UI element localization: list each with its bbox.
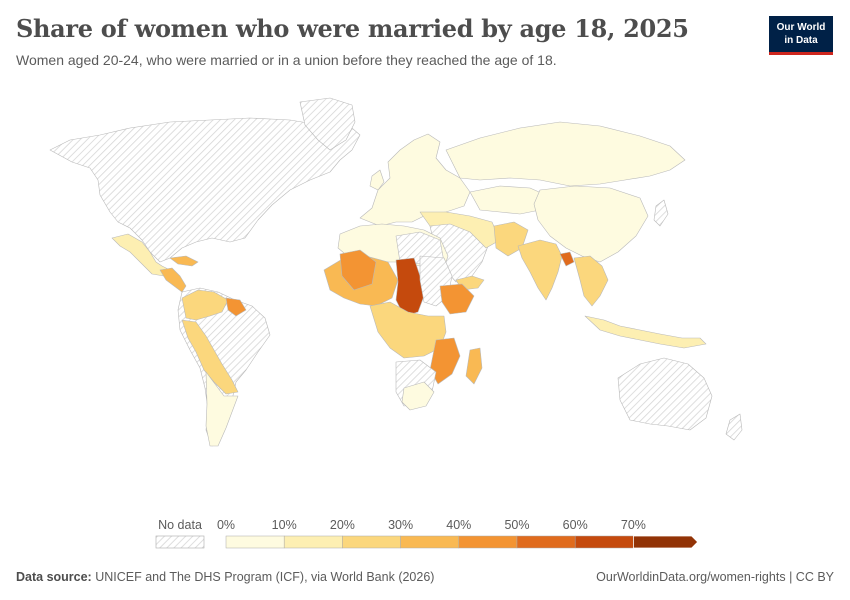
region-madagascar[interactable] (465, 347, 483, 385)
legend-tick-label: 10% (272, 518, 297, 532)
footer-links: OurWorldinData.org/women-rights | CC BY (596, 570, 834, 584)
region-australia[interactable] (617, 357, 713, 431)
region-south-africa[interactable] (401, 381, 435, 411)
region-china[interactable] (533, 185, 649, 263)
footer-url-link[interactable]: OurWorldinData.org/women-rights (596, 570, 786, 584)
legend-bin-0-10 (225, 535, 285, 549)
region-ethiopia[interactable] (439, 283, 475, 315)
region-peru-bolivia[interactable] (181, 319, 239, 395)
legend-tick-label: 60% (563, 518, 588, 532)
region-mali-niger[interactable] (339, 249, 377, 291)
region-bangladesh[interactable] (559, 251, 575, 267)
region-southeast-asia[interactable] (573, 255, 609, 307)
region-russia[interactable] (445, 121, 686, 187)
legend-tick-label: 70% (621, 518, 646, 532)
owid-logo[interactable]: Our World in Data (769, 16, 833, 55)
legend-bin-40-50 (458, 535, 518, 549)
chart-subtitle: Women aged 20-24, who were married or in… (16, 52, 557, 68)
logo-line-2: in Data (784, 35, 818, 46)
region-guianas[interactable] (225, 297, 247, 317)
region-iran-turkey[interactable] (419, 211, 501, 249)
footer-source-label: Data source: (16, 570, 92, 584)
region-central-america[interactable] (159, 267, 187, 293)
region-chad[interactable] (395, 257, 425, 317)
legend-bin-70-plus (633, 535, 699, 549)
region-new-zealand[interactable] (725, 413, 743, 441)
legend-tick-label: 20% (330, 518, 355, 532)
legend-no-data-label: No data (158, 518, 202, 532)
legend-tick-label: 40% (446, 518, 471, 532)
region-europe[interactable] (359, 133, 471, 227)
logo-line-1: Our World (776, 22, 826, 33)
region-colombia-venezuela[interactable] (181, 289, 229, 321)
legend-bin-20-30 (342, 535, 401, 549)
region-southern-cone[interactable] (205, 371, 239, 447)
legend-bin-30-40 (400, 535, 460, 549)
footer-source: Data source: UNICEF and The DHS Program … (16, 570, 434, 584)
region-greenland[interactable] (299, 97, 356, 151)
region-caribbean[interactable] (169, 255, 199, 267)
region-uk[interactable] (369, 169, 385, 191)
legend-bins: 0% 10% 20% 30% 40% 50% 60% 70% (217, 518, 699, 549)
legend-no-data-swatch (155, 535, 205, 549)
footer-source-text: UNICEF and The DHS Program (ICF), via Wo… (95, 570, 435, 584)
legend-tick-label: 0% (217, 518, 235, 532)
legend-bin-60-70 (574, 535, 634, 549)
legend-tick-label: 50% (504, 518, 529, 532)
legend-bin-10-20 (283, 535, 343, 549)
legend-bin-50-60 (516, 535, 576, 549)
legend-tick-label: 30% (388, 518, 413, 532)
world-map[interactable] (0, 88, 850, 508)
region-indonesia[interactable] (584, 315, 707, 349)
chart-title: Share of women who were married by age 1… (16, 14, 689, 43)
region-north-america[interactable] (49, 117, 361, 263)
footer-license-link[interactable]: CC BY (795, 570, 834, 584)
footer-separator: | (789, 570, 796, 584)
region-india[interactable] (517, 239, 563, 301)
region-japan[interactable] (653, 199, 669, 227)
legend: No data 0% 10% 20% 30% 40% 50% 60% 70% (155, 518, 699, 549)
